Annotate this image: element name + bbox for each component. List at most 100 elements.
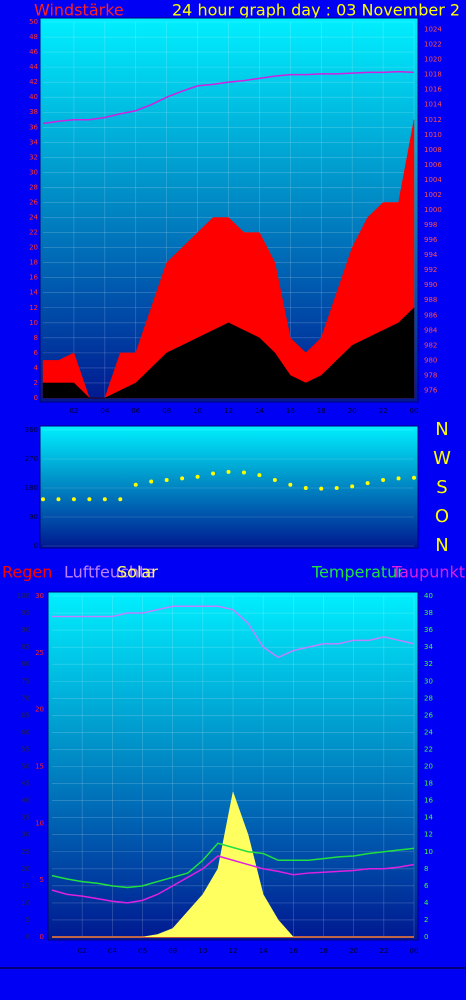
y2-tick-label: 1000: [424, 206, 442, 214]
x-tick-label: 06: [131, 407, 140, 415]
y-tick-label: 90: [21, 626, 30, 634]
y2-tick-label: 8: [424, 865, 428, 873]
y-tick-label: 26: [29, 198, 38, 206]
compass-label: S: [436, 477, 447, 498]
y-tick-label: 30: [29, 168, 38, 176]
point: [396, 476, 401, 481]
y-tick-label: 16: [29, 274, 38, 282]
y3-tick-label: 0: [40, 933, 44, 941]
legend-entry: Temperatur: [311, 563, 404, 582]
y2-tick-label: 30: [424, 677, 433, 685]
y2-tick-label: 1006: [424, 161, 442, 169]
legend-entry: Luftfeuchte: [64, 563, 155, 582]
line: [42, 70, 415, 125]
line: [51, 842, 415, 889]
y3-tick-label: 30: [35, 592, 44, 600]
y-tick-label: 36: [29, 123, 38, 131]
y2-tick-label: 40: [424, 592, 433, 600]
x-tick-label: 04: [108, 947, 117, 955]
line: [51, 855, 415, 904]
point: [87, 497, 92, 502]
y-tick-label: 45: [21, 780, 30, 788]
y2-tick-label: 4: [424, 899, 429, 907]
y-tick-label: 14: [29, 289, 38, 297]
legend-entry: Regen: [2, 563, 52, 582]
x-tick-label: 00: [410, 947, 419, 955]
point: [365, 481, 370, 486]
y2-tick-label: 2: [424, 916, 428, 924]
legend-entry: Solar: [117, 563, 158, 582]
x-tick-label: 14: [255, 407, 264, 415]
y-tick-label: 42: [29, 78, 38, 86]
y-tick-label: 75: [21, 677, 30, 685]
y2-tick-label: 16: [424, 797, 433, 805]
y-tick-label: 35: [21, 814, 30, 822]
area: [42, 307, 415, 399]
point: [102, 497, 107, 502]
y-tick-label: 12: [29, 304, 38, 312]
compass-label: N: [435, 535, 448, 556]
y-tick-label: 4: [34, 364, 39, 372]
y2-tick-label: 992: [424, 266, 437, 274]
y2-tick-label: 1016: [424, 86, 442, 94]
y-tick-label: 55: [21, 745, 30, 753]
x-tick-label: 08: [168, 947, 177, 955]
y-tick-label: 48: [29, 33, 38, 41]
y-tick-label: 80: [21, 660, 30, 668]
x-tick-label: 16: [289, 947, 298, 955]
x-tick-label: 10: [198, 947, 207, 955]
y-tick-label: 50: [29, 18, 38, 26]
y2-tick-label: 1024: [424, 26, 442, 34]
y2-tick-label: 1008: [424, 146, 442, 154]
y2-tick-label: 28: [424, 694, 433, 702]
x-tick-label: 18: [319, 947, 328, 955]
point: [272, 477, 277, 482]
chart-title: 24 hour graph day : 03 November 2: [172, 1, 460, 20]
point: [149, 479, 154, 484]
y2-tick-label: 26: [424, 711, 433, 719]
y2-tick-label: 36: [424, 626, 433, 634]
y-tick-label: 60: [21, 728, 30, 736]
y2-tick-label: 0: [424, 933, 428, 941]
y-tick-label: 95: [21, 609, 30, 617]
y-tick-label: 28: [29, 183, 38, 191]
point: [288, 482, 293, 487]
y2-tick-label: 14: [424, 814, 433, 822]
y-tick-label: 10: [21, 899, 30, 907]
point: [180, 476, 185, 481]
y-tick-label: 38: [29, 108, 38, 116]
y-tick-label: 0: [34, 542, 38, 550]
compass-label: W: [433, 448, 451, 469]
y-tick-label: 44: [29, 63, 38, 71]
point: [211, 471, 216, 476]
y-tick-label: 24: [29, 214, 38, 222]
y-tick-label: 0: [26, 933, 30, 941]
y2-tick-label: 10: [424, 848, 433, 856]
point: [412, 475, 416, 480]
y-tick-label: 46: [29, 48, 38, 56]
x-tick-label: 16: [286, 407, 295, 415]
point: [303, 486, 308, 490]
plot-frame: [39, 425, 419, 549]
point: [334, 486, 339, 490]
y2-tick-label: 984: [424, 326, 438, 334]
y2-tick-label: 38: [424, 609, 433, 617]
y3-tick-label: 10: [35, 819, 44, 827]
y-tick-label: 0: [34, 394, 38, 402]
point: [319, 486, 324, 491]
x-tick-label: 18: [317, 407, 326, 415]
y2-tick-label: 18: [424, 780, 433, 788]
y-tick-label: 65: [21, 711, 30, 719]
y-tick-label: 70: [21, 694, 30, 702]
point: [164, 477, 169, 482]
y2-tick-label: 976: [424, 386, 438, 394]
point: [226, 469, 231, 474]
y-tick-label: 34: [29, 138, 38, 146]
y-tick-label: 22: [29, 229, 38, 237]
y2-tick-label: 12: [424, 831, 433, 839]
y-tick-label: 270: [25, 455, 38, 463]
x-tick-label: 06: [138, 947, 147, 955]
y2-tick-label: 34: [424, 643, 433, 651]
x-tick-label: 02: [78, 947, 87, 955]
